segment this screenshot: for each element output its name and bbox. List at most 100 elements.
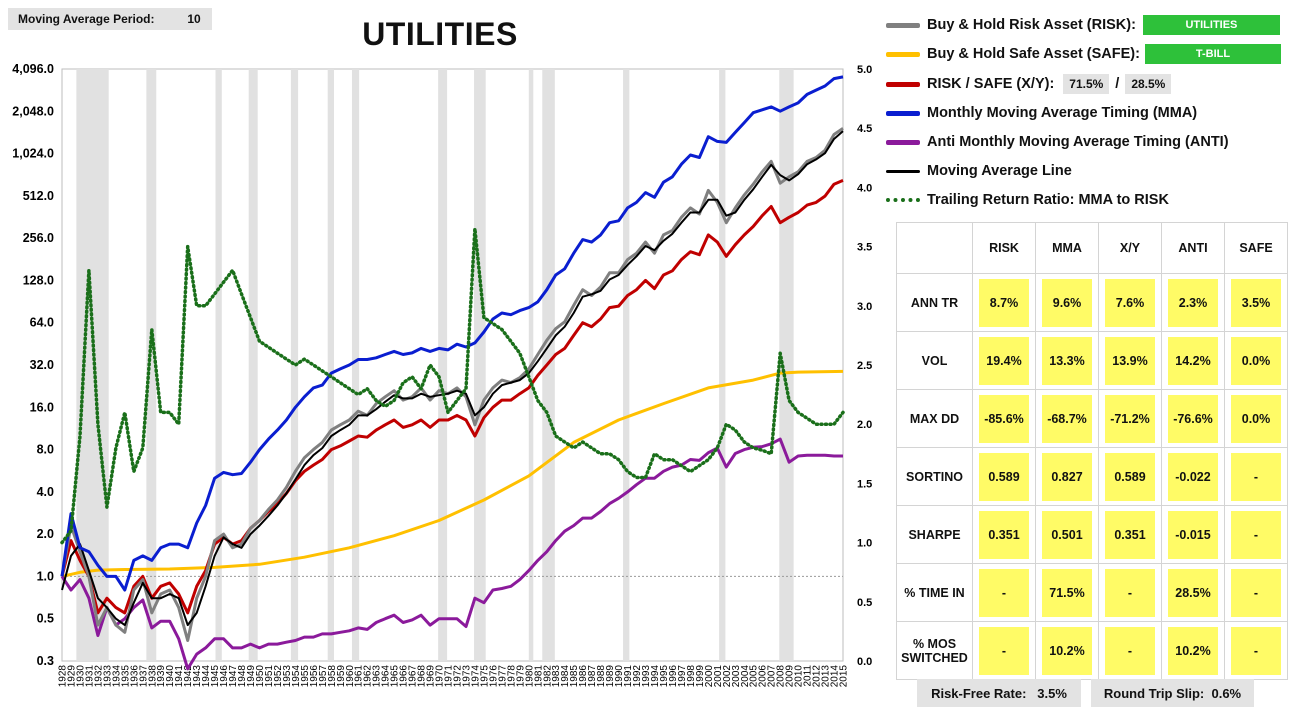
x-tick-label: 1977 (497, 665, 508, 688)
stats-cell-xy: - (1098, 563, 1162, 622)
x-tick-label: 1947 (228, 665, 239, 688)
x-tick-label: 1944 (201, 665, 212, 688)
x-tick-label: 1993 (641, 665, 652, 688)
safe-asset-tag[interactable]: T-BILL (1144, 44, 1281, 64)
xy-safe-pct[interactable]: 28.5% (1125, 74, 1172, 94)
x-tick-label: 1957 (318, 665, 329, 688)
stats-cell-safe: - (1224, 621, 1288, 680)
x-tick-label: 2002 (722, 665, 733, 688)
stats-cell-risk: -85.6% (972, 389, 1036, 448)
x-tick-label: 1980 (524, 665, 535, 688)
y-tick-label: 16.0 (30, 400, 54, 414)
legend-risk-label: Buy & Hold Risk Asset (RISK): (927, 17, 1136, 33)
stats-cell-safe: - (1224, 447, 1288, 506)
stats-cell-anti: -0.022 (1161, 447, 1225, 506)
stats-value: 0.501 (1042, 510, 1092, 559)
x-tick-label: 1932 (93, 665, 104, 688)
y-tick-label: 1.0 (37, 569, 54, 583)
x-tick-label: 1979 (515, 665, 526, 688)
x-tick-label: 2005 (749, 665, 760, 688)
y-tick-label: 32.0 (30, 358, 54, 372)
stats-cell-xy: - (1098, 621, 1162, 680)
risk-asset-tag[interactable]: UTILITIES (1142, 15, 1280, 35)
stats-row: ANN TR 8.7% 9.6% 7.6% 2.3% 3.5% (896, 273, 1288, 332)
stats-cell-anti: 14.2% (1161, 331, 1225, 390)
series-xy (60, 179, 844, 615)
stats-row: VOL 19.4% 13.3% 13.9% 14.2% 0.0% (896, 331, 1288, 390)
col-risk: RISK (972, 222, 1036, 274)
anti-swatch (886, 139, 920, 145)
stats-value: 8.7% (979, 278, 1029, 327)
x-tick-label: 2003 (731, 665, 742, 688)
x-tick-label: 2009 (785, 665, 796, 688)
x-tick-label: 1962 (363, 665, 374, 688)
y-tick-label: 128.0 (23, 273, 54, 287)
x-tick-label: 1950 (255, 665, 266, 688)
x-tick-label: 1983 (551, 665, 562, 688)
stats-cell-xy: 7.6% (1098, 273, 1162, 332)
x-tick-label: 1982 (542, 665, 553, 688)
stats-cell-risk: 0.351 (972, 505, 1036, 564)
risk-free-value[interactable]: 3.5% (1037, 685, 1067, 701)
stats-cell-risk: 19.4% (972, 331, 1036, 390)
stats-value: 0.589 (1105, 452, 1155, 501)
stats-cell-safe: 0.0% (1224, 389, 1288, 448)
y2-tick-label: 1.5 (857, 478, 872, 490)
x-tick-label: 2004 (740, 665, 751, 688)
x-tick-label: 1952 (273, 665, 284, 688)
x-tick-label: 2008 (776, 665, 787, 688)
x-tick-label: 1936 (129, 665, 140, 688)
stats-cell-anti: 28.5% (1161, 563, 1225, 622)
stats-row-label: ANN TR (896, 273, 973, 332)
y-tick-label: 512.0 (23, 189, 54, 203)
stats-cell-mma: 9.6% (1035, 273, 1099, 332)
y-tick-label: 2.0 (37, 527, 54, 541)
x-tick-label: 1967 (408, 665, 419, 688)
stats-value: 13.9% (1105, 336, 1155, 385)
x-tick-label: 1934 (111, 665, 122, 688)
x-tick-label: 1953 (282, 665, 293, 688)
x-tick-label: 2013 (821, 665, 832, 688)
stats-value: - (1231, 452, 1281, 501)
stats-cell-safe: - (1224, 563, 1288, 622)
chart-title: UTILITIES (362, 16, 518, 52)
series-trail (60, 227, 845, 545)
legend-risk: Buy & Hold Risk Asset (RISK): UTILITIES (886, 12, 1280, 38)
recession-band (351, 69, 360, 661)
x-tick-label: 1937 (138, 665, 149, 688)
xy-risk-pct[interactable]: 71.5% (1063, 74, 1110, 94)
recession-band (474, 69, 486, 661)
y2-tick-label: 3.0 (857, 301, 872, 313)
stats-value: 3.5% (1231, 278, 1281, 327)
x-tick-label: 2007 (767, 665, 778, 688)
stats-row-label: SORTINO (896, 447, 973, 506)
stats-value: -71.2% (1105, 394, 1155, 443)
stats-cell-anti: -0.015 (1161, 505, 1225, 564)
y-tick-label: 8.0 (37, 443, 54, 457)
x-tick-label: 1959 (336, 665, 347, 688)
x-tick-label: 1928 (58, 665, 69, 688)
stats-value: 14.2% (1168, 336, 1218, 385)
recession-band (215, 69, 222, 661)
x-tick-label: 1996 (668, 665, 679, 688)
x-tick-label: 1969 (426, 665, 437, 688)
y-tick-label: 64.0 (30, 316, 54, 330)
stats-value: - (1231, 626, 1281, 675)
stats-value: 10.2% (1042, 626, 1092, 675)
x-tick-label: 1942 (183, 665, 194, 688)
slip-value[interactable]: 0.6% (1211, 685, 1242, 701)
x-tick-label: 1970 (435, 665, 446, 688)
legend-safe: Buy & Hold Safe Asset (SAFE): T-BILL (886, 41, 1281, 67)
series-ma-line (61, 130, 844, 627)
stats-value: 10.2% (1168, 626, 1218, 675)
ma-period-value[interactable]: 10 (187, 12, 201, 26)
ma-line-swatch (886, 169, 920, 173)
y2-tick-label: 1.0 (857, 538, 872, 550)
x-tick-label: 1946 (219, 665, 230, 688)
round-trip-slip: Round Trip Slip: 0.6% (1091, 679, 1254, 707)
mma-swatch (886, 110, 920, 116)
stats-value: - (1105, 626, 1155, 675)
stats-value: 13.3% (1042, 336, 1092, 385)
recession-band (327, 69, 335, 661)
stats-table: RISK MMA X/Y ANTI SAFE ANN TR 8.7% 9.6% 7.6… (896, 222, 1288, 680)
